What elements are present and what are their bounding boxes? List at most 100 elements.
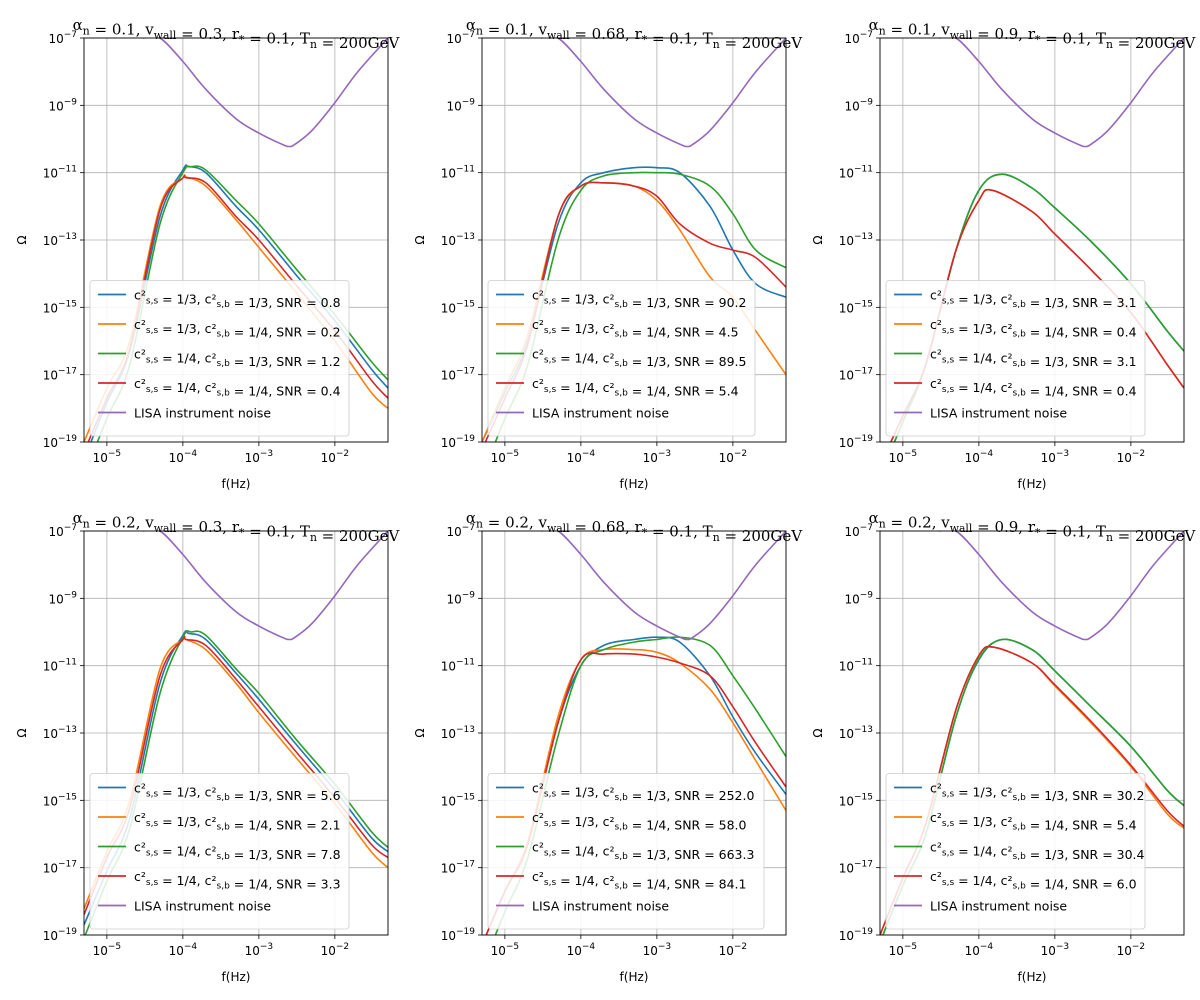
x-tick-label: 10−5 <box>491 449 520 465</box>
x-tick-label: 10−3 <box>1041 942 1070 958</box>
y-tick-label: 10−19 <box>43 927 78 943</box>
y-tick-label: 10−7 <box>48 30 77 46</box>
x-axis-label: f(Hz) <box>222 970 251 984</box>
legend-entry-label: c²s,s = 1/3, c²s,b = 1/3, SNR = 252.0 <box>532 781 754 804</box>
y-axis-label: Ω <box>811 235 825 244</box>
lisa-noise-line <box>939 531 1184 641</box>
x-tick-label: 10−3 <box>643 942 672 958</box>
legend-box <box>885 773 1146 930</box>
y-tick-label: 10−15 <box>441 792 475 808</box>
x-tick-label: 10−2 <box>321 942 350 958</box>
lisa-noise-line <box>143 38 388 148</box>
x-tick-label: 10−2 <box>321 449 350 465</box>
y-tick-label: 10−9 <box>844 97 873 113</box>
y-tick-label: 10−7 <box>446 30 475 46</box>
y-tick-label: 10−15 <box>43 792 77 808</box>
y-axis-label: Ω <box>15 235 29 244</box>
chart-panel-1: 10−5 10−4 10−3 10−2 10−19 10−17 10−15 10−13 10−1… <box>15 16 401 491</box>
x-tick-label: 10−3 <box>1041 449 1070 465</box>
chart-title: αn = 0.2, vwall = 0.68, r* = 0.1, Tn = 2… <box>466 509 803 545</box>
chart-panel-4: 10−5 10−4 10−3 10−2 10−19 10−17 10−15 10−13 10−1… <box>15 509 401 984</box>
x-axis-label: f(Hz) <box>1018 970 1047 984</box>
chart-panel-2: 10−5 10−4 10−3 10−2 10−19 10−17 10−15 10−13 10−1… <box>413 16 803 491</box>
y-tick-label: 10−13 <box>43 232 77 248</box>
y-tick-label: 10−9 <box>446 97 475 113</box>
x-tick-label: 10−2 <box>1117 449 1146 465</box>
y-axis-label: Ω <box>15 728 29 737</box>
y-tick-label: 10−15 <box>839 299 873 315</box>
chart-title: αn = 0.2, vwall = 0.9, r* = 0.1, Tn = 20… <box>869 509 1197 545</box>
y-tick-label: 10−7 <box>844 523 873 539</box>
lisa-noise-line <box>143 531 388 641</box>
legend-entry-label: c²s,s = 1/3, c²s,b = 1/3, SNR = 30.2 <box>930 781 1145 804</box>
y-tick-label: 10−7 <box>48 523 77 539</box>
legend-entry-label: c²s,s = 1/4, c²s,b = 1/3, SNR = 7.8 <box>134 840 341 863</box>
legend-entry-label: LISA instrument noise <box>930 899 1067 914</box>
legend-entry-label: c²s,s = 1/3, c²s,b = 1/4, SNR = 5.4 <box>930 810 1137 833</box>
y-tick-label: 10−11 <box>441 658 475 674</box>
y-tick-label: 10−17 <box>839 367 873 383</box>
legend-box <box>89 773 350 930</box>
legend-entry-label: c²s,s = 1/4, c²s,b = 1/4, SNR = 6.0 <box>930 869 1137 892</box>
y-tick-label: 10−9 <box>844 590 873 606</box>
y-tick-label: 10−11 <box>43 658 77 674</box>
x-tick-label: 10−3 <box>245 942 274 958</box>
legend-box <box>89 280 350 437</box>
x-tick-label: 10−5 <box>889 942 918 958</box>
legend-box <box>487 773 765 930</box>
legend-entry-label: c²s,s = 1/4, c²s,b = 1/3, SNR = 30.4 <box>930 840 1145 863</box>
legend-box <box>885 280 1146 437</box>
x-tick-label: 10−5 <box>93 942 122 958</box>
chart-title: αn = 0.1, vwall = 0.9, r* = 0.1, Tn = 20… <box>869 16 1197 52</box>
chart-panel-6: 10−5 10−4 10−3 10−2 10−19 10−17 10−15 10−13 10−1… <box>811 509 1197 984</box>
legend-entry-label: c²s,s = 1/4, c²s,b = 1/3, SNR = 3.1 <box>930 347 1137 370</box>
legend-entry-label: LISA instrument noise <box>532 899 669 914</box>
x-tick-label: 10−5 <box>889 449 918 465</box>
legend-entry-label: c²s,s = 1/4, c²s,b = 1/4, SNR = 0.4 <box>930 376 1137 399</box>
legend-box <box>487 280 756 437</box>
legend-entry-label: c²s,s = 1/3, c²s,b = 1/4, SNR = 0.4 <box>930 317 1137 340</box>
y-tick-label: 10−15 <box>441 299 475 315</box>
y-tick-label: 10−11 <box>441 165 475 181</box>
legend-entry-label: LISA instrument noise <box>930 406 1067 421</box>
x-axis-label: f(Hz) <box>620 970 649 984</box>
chart-title: αn = 0.1, vwall = 0.68, r* = 0.1, Tn = 2… <box>466 16 803 52</box>
y-tick-label: 10−17 <box>441 860 475 876</box>
legend-entry-label: c²s,s = 1/4, c²s,b = 1/3, SNR = 89.5 <box>532 347 747 370</box>
legend-entry-label: c²s,s = 1/4, c²s,b = 1/4, SNR = 84.1 <box>532 869 747 892</box>
x-tick-label: 10−2 <box>719 449 748 465</box>
legend-entry-label: c²s,s = 1/3, c²s,b = 1/4, SNR = 4.5 <box>532 317 739 340</box>
chart-title: αn = 0.1, vwall = 0.3, r* = 0.1, Tn = 20… <box>73 16 401 52</box>
x-tick-label: 10−4 <box>169 449 198 465</box>
x-tick-label: 10−2 <box>719 942 748 958</box>
legend-entry-label: c²s,s = 1/3, c²s,b = 1/3, SNR = 3.1 <box>930 288 1137 311</box>
legend-entry-label: c²s,s = 1/3, c²s,b = 1/4, SNR = 58.0 <box>532 810 747 833</box>
legend-entry-label: c²s,s = 1/4, c²s,b = 1/3, SNR = 663.3 <box>532 840 754 863</box>
y-tick-label: 10−11 <box>839 658 873 674</box>
x-axis-label: f(Hz) <box>620 477 649 491</box>
y-tick-label: 10−11 <box>43 165 77 181</box>
x-tick-label: 10−5 <box>491 942 520 958</box>
y-tick-label: 10−17 <box>839 860 873 876</box>
y-tick-label: 10−9 <box>48 590 77 606</box>
y-tick-label: 10−13 <box>839 725 873 741</box>
legend-entry-label: c²s,s = 1/4, c²s,b = 1/3, SNR = 1.2 <box>134 347 341 370</box>
y-axis-label: Ω <box>413 728 427 737</box>
legend-entry-label: c²s,s = 1/3, c²s,b = 1/3, SNR = 5.6 <box>134 781 341 804</box>
legend-entry-label: LISA instrument noise <box>134 899 271 914</box>
x-axis-label: f(Hz) <box>1018 477 1047 491</box>
y-tick-label: 10−13 <box>441 232 475 248</box>
y-tick-label: 10−19 <box>839 927 874 943</box>
lisa-noise-line <box>541 531 786 641</box>
y-tick-label: 10−9 <box>48 97 77 113</box>
y-tick-label: 10−13 <box>43 725 77 741</box>
y-tick-label: 10−7 <box>844 30 873 46</box>
legend-entry-label: LISA instrument noise <box>134 406 271 421</box>
legend-entry-label: c²s,s = 1/3, c²s,b = 1/3, SNR = 0.8 <box>134 288 341 311</box>
x-tick-label: 10−2 <box>1117 942 1146 958</box>
y-tick-label: 10−17 <box>43 860 77 876</box>
chart-title: αn = 0.2, vwall = 0.3, r* = 0.1, Tn = 20… <box>73 509 401 545</box>
legend-entry-label: c²s,s = 1/4, c²s,b = 1/4, SNR = 3.3 <box>134 869 341 892</box>
y-tick-label: 10−19 <box>441 434 476 450</box>
